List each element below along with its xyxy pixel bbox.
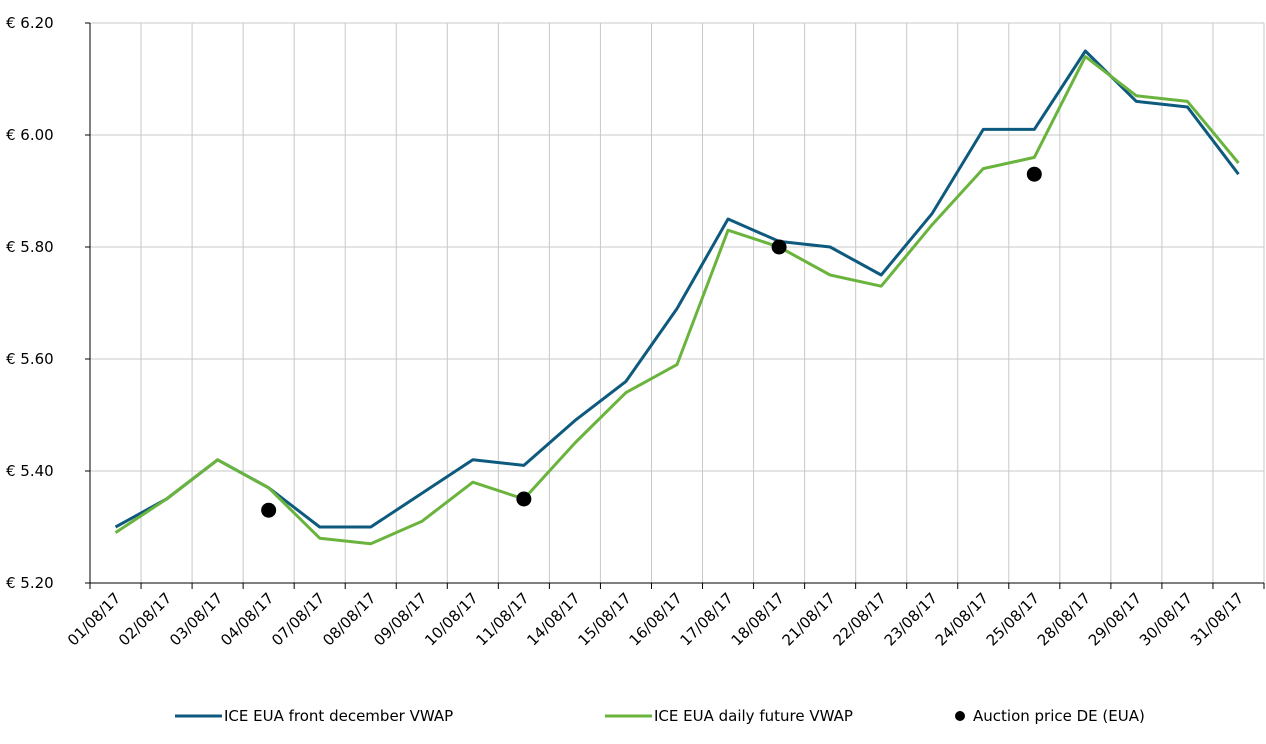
x-tick-label: 23/08/17 bbox=[881, 589, 941, 649]
legend-label: Auction price DE (EUA) bbox=[973, 707, 1145, 725]
x-tick-label: 11/08/17 bbox=[472, 589, 532, 649]
auction-point bbox=[1026, 166, 1042, 182]
y-tick-label: € 5.20 bbox=[6, 574, 54, 592]
x-tick-label: 03/08/17 bbox=[166, 589, 226, 649]
x-tick-label: 07/08/17 bbox=[268, 589, 328, 649]
x-tick-label: 24/08/17 bbox=[932, 589, 992, 649]
series-line-1 bbox=[114, 55, 1240, 546]
x-tick-label: 16/08/17 bbox=[625, 589, 685, 649]
x-tick-label: 30/08/17 bbox=[1136, 589, 1196, 649]
auction-point bbox=[261, 502, 277, 518]
x-tick-label: 18/08/17 bbox=[728, 589, 788, 649]
series-line-0 bbox=[114, 49, 1240, 529]
y-tick-label: € 6.20 bbox=[6, 14, 54, 32]
x-tick-label: 04/08/17 bbox=[217, 589, 277, 649]
legend-label: ICE EUA front december VWAP bbox=[224, 707, 453, 725]
x-tick-label: 08/08/17 bbox=[319, 589, 379, 649]
auction-point bbox=[771, 239, 787, 255]
x-tick-label: 15/08/17 bbox=[574, 589, 634, 649]
legend-label: ICE EUA daily future VWAP bbox=[654, 707, 853, 725]
x-tick-label: 01/08/17 bbox=[64, 589, 124, 649]
x-tick-label: 10/08/17 bbox=[421, 589, 481, 649]
legend-swatch-2 bbox=[955, 711, 965, 721]
x-tick-label: 25/08/17 bbox=[983, 589, 1043, 649]
x-tick-label: 09/08/17 bbox=[370, 589, 430, 649]
y-tick-label: € 5.60 bbox=[6, 350, 54, 368]
x-tick-label: 29/08/17 bbox=[1085, 589, 1145, 649]
x-tick-label: 31/08/17 bbox=[1187, 589, 1247, 649]
y-tick-label: € 5.40 bbox=[6, 462, 54, 480]
x-tick-label: 21/08/17 bbox=[779, 589, 839, 649]
x-tick-label: 14/08/17 bbox=[523, 589, 583, 649]
y-tick-label: € 5.80 bbox=[6, 238, 54, 256]
x-tick-label: 17/08/17 bbox=[677, 589, 737, 649]
auction-point bbox=[516, 491, 532, 507]
x-tick-label: 28/08/17 bbox=[1034, 589, 1094, 649]
x-tick-label: 22/08/17 bbox=[830, 589, 890, 649]
y-tick-label: € 6.00 bbox=[6, 126, 54, 144]
x-tick-label: 02/08/17 bbox=[115, 589, 175, 649]
